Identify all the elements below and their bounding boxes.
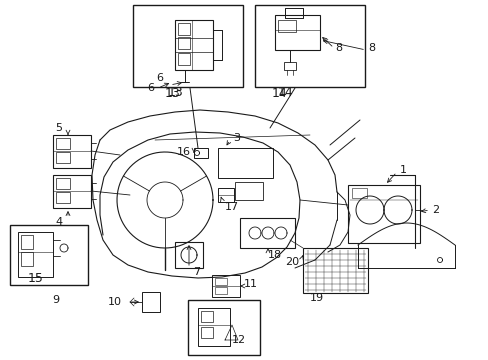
Text: 17: 17 bbox=[224, 202, 239, 212]
Text: 19: 19 bbox=[309, 293, 324, 303]
Text: 5: 5 bbox=[55, 123, 62, 133]
Text: 14: 14 bbox=[271, 86, 287, 99]
Text: 3: 3 bbox=[232, 133, 240, 143]
Bar bbox=[178, 23, 190, 35]
Bar bbox=[178, 37, 190, 49]
Text: 7: 7 bbox=[193, 267, 200, 277]
Bar bbox=[278, 20, 295, 32]
Bar bbox=[175, 20, 213, 70]
Bar bbox=[303, 248, 367, 293]
Text: 1: 1 bbox=[399, 165, 406, 175]
Bar bbox=[53, 175, 91, 208]
Text: 9: 9 bbox=[52, 295, 59, 305]
Text: 14: 14 bbox=[278, 86, 293, 99]
Bar bbox=[201, 311, 213, 322]
Text: 16: 16 bbox=[177, 147, 191, 157]
Bar bbox=[142, 292, 160, 312]
Bar bbox=[347, 185, 419, 243]
Bar bbox=[285, 8, 303, 18]
Bar bbox=[284, 62, 295, 70]
Bar bbox=[201, 327, 213, 338]
Text: 20: 20 bbox=[285, 257, 299, 267]
Bar bbox=[53, 135, 91, 168]
Text: 15: 15 bbox=[28, 271, 44, 284]
Text: 13: 13 bbox=[164, 86, 181, 99]
Text: 13: 13 bbox=[168, 86, 183, 99]
Bar bbox=[194, 148, 207, 158]
Bar bbox=[56, 152, 70, 163]
Text: 12: 12 bbox=[231, 335, 245, 345]
Bar bbox=[175, 242, 203, 268]
Bar bbox=[254, 5, 364, 87]
Bar bbox=[10, 225, 88, 285]
Text: 6: 6 bbox=[147, 83, 154, 93]
Text: 8: 8 bbox=[367, 43, 374, 53]
Text: 8: 8 bbox=[334, 43, 342, 53]
Bar bbox=[133, 5, 243, 87]
Bar bbox=[212, 275, 240, 297]
Bar bbox=[218, 148, 272, 178]
Bar bbox=[187, 300, 260, 355]
Bar bbox=[240, 218, 294, 248]
Bar bbox=[178, 53, 190, 65]
Bar bbox=[198, 308, 229, 346]
Text: 6: 6 bbox=[156, 73, 163, 83]
Bar bbox=[218, 188, 234, 202]
Bar bbox=[274, 15, 319, 50]
Text: 4: 4 bbox=[55, 217, 62, 227]
Bar bbox=[56, 138, 70, 149]
Bar bbox=[21, 252, 33, 266]
Text: 11: 11 bbox=[244, 279, 258, 289]
Bar bbox=[18, 232, 53, 277]
Bar bbox=[215, 287, 226, 294]
Bar bbox=[351, 188, 366, 198]
Text: 10: 10 bbox=[108, 297, 122, 307]
Text: 2: 2 bbox=[431, 205, 438, 215]
Bar bbox=[235, 182, 263, 200]
Bar bbox=[56, 178, 70, 189]
Bar bbox=[215, 278, 226, 285]
Bar bbox=[56, 192, 70, 203]
Bar bbox=[21, 235, 33, 249]
Text: 18: 18 bbox=[267, 250, 282, 260]
